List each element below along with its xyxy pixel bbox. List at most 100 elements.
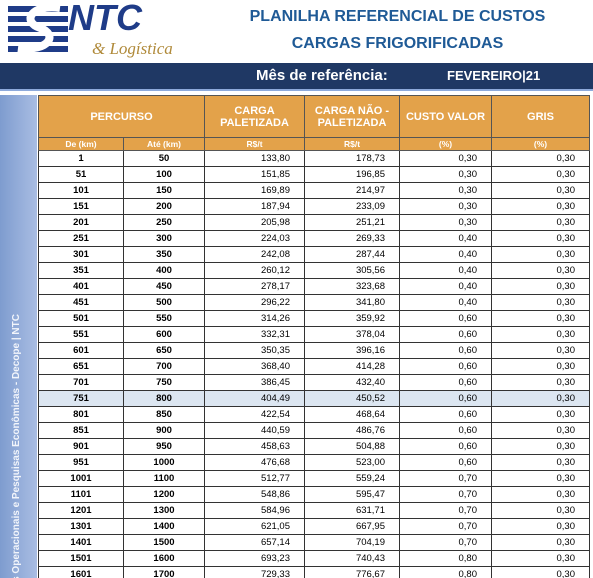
cell: 1700 — [123, 566, 205, 578]
cell: 0,80 — [399, 566, 492, 578]
cell: 314,26 — [204, 310, 305, 327]
cell: 378,04 — [304, 326, 400, 343]
cell: 1001 — [38, 470, 124, 487]
cell: 0,30 — [491, 486, 590, 503]
cell: 0,40 — [399, 294, 492, 311]
cell: 0,30 — [491, 326, 590, 343]
cell: 0,30 — [491, 534, 590, 551]
cell: 0,30 — [399, 182, 492, 199]
cell: 621,05 — [204, 518, 305, 535]
cell: 0,60 — [399, 310, 492, 327]
cell: 0,60 — [399, 454, 492, 471]
cell: 0,40 — [399, 246, 492, 263]
cell: 601 — [38, 342, 124, 359]
header: CARGA PALETIZADA — [204, 95, 305, 138]
cell: 0,30 — [491, 390, 590, 407]
cell: 0,60 — [399, 422, 492, 439]
cell: 548,86 — [204, 486, 305, 503]
cell: 440,59 — [204, 422, 305, 439]
cell: 0,30 — [491, 470, 590, 487]
cell: 0,30 — [491, 502, 590, 519]
cell: 504,88 — [304, 438, 400, 455]
cell: 368,40 — [204, 358, 305, 375]
cell: 0,60 — [399, 406, 492, 423]
cell: 0,30 — [491, 358, 590, 375]
cell: 301 — [38, 246, 124, 263]
cell: 1 — [38, 150, 124, 167]
row: 551 600 332,31 378,04 0,60 0,30 — [38, 326, 590, 343]
reference-bar: Mês de referência: FEVEREIRO|21 — [0, 63, 593, 91]
cell: 0,30 — [491, 374, 590, 391]
cell: 0,30 — [491, 438, 590, 455]
cell: 0,70 — [399, 534, 492, 551]
header: CARGA NÃO - PALETIZADA — [304, 95, 400, 138]
cell: 151 — [38, 198, 124, 215]
cell: 631,71 — [304, 502, 400, 519]
cell: 1101 — [38, 486, 124, 503]
cell: 0,30 — [491, 198, 590, 215]
row: 351 400 260,12 305,56 0,40 0,30 — [38, 262, 590, 279]
row: 251 300 224,03 269,33 0,40 0,30 — [38, 230, 590, 247]
cell: 0,40 — [399, 262, 492, 279]
reference-label: Mês de referência: — [256, 67, 388, 84]
cell: 0,30 — [399, 214, 492, 231]
cell: 296,22 — [204, 294, 305, 311]
cell: 693,23 — [204, 550, 305, 567]
header: GRIS — [491, 95, 590, 138]
row: 401 450 278,17 323,68 0,40 0,30 — [38, 278, 590, 295]
side-strip: s Operacionais e Pesquisas Econômicas - … — [0, 95, 37, 578]
cell: 414,28 — [304, 358, 400, 375]
cell: 729,33 — [204, 566, 305, 578]
cell: 0,70 — [399, 486, 492, 503]
cell: 350,35 — [204, 342, 305, 359]
cell: 650 — [123, 342, 205, 359]
row: 451 500 296,22 341,80 0,40 0,30 — [38, 294, 590, 311]
row: 1001 1100 512,77 559,24 0,70 0,30 — [38, 470, 590, 487]
cell: 400 — [123, 262, 205, 279]
row: 1101 1200 548,86 595,47 0,70 0,30 — [38, 486, 590, 503]
row: 1401 1500 657,14 704,19 0,70 0,30 — [38, 534, 590, 551]
cell: 1401 — [38, 534, 124, 551]
cell: 341,80 — [304, 294, 400, 311]
cell: 0,40 — [399, 230, 492, 247]
cell: 500 — [123, 294, 205, 311]
cell: 0,70 — [399, 502, 492, 519]
row: 51 100 151,85 196,85 0,30 0,30 — [38, 166, 590, 183]
row: 951 1000 476,68 523,00 0,60 0,30 — [38, 454, 590, 471]
cell: 501 — [38, 310, 124, 327]
row: 501 550 314,26 359,92 0,60 0,30 — [38, 310, 590, 327]
cell: 700 — [123, 358, 205, 375]
cell: 432,40 — [304, 374, 400, 391]
cell: 422,54 — [204, 406, 305, 423]
cell: 801 — [38, 406, 124, 423]
cell: 667,95 — [304, 518, 400, 535]
cell: 224,03 — [204, 230, 305, 247]
cell: 214,97 — [304, 182, 400, 199]
cell: 242,08 — [204, 246, 305, 263]
cell: 0,30 — [399, 198, 492, 215]
cell: 251,21 — [304, 214, 400, 231]
subheader: (%) — [399, 137, 492, 151]
subheader: R$/t — [204, 137, 305, 151]
cell: 260,12 — [204, 262, 305, 279]
cell: 151,85 — [204, 166, 305, 183]
row: 151 200 187,94 233,09 0,30 0,30 — [38, 198, 590, 215]
cell: 350 — [123, 246, 205, 263]
cell: 900 — [123, 422, 205, 439]
cell: 0,80 — [399, 550, 492, 567]
row: 101 150 169,89 214,97 0,30 0,30 — [38, 182, 590, 199]
cell: 0,60 — [399, 390, 492, 407]
cell: 396,16 — [304, 342, 400, 359]
cell: 657,14 — [204, 534, 305, 551]
cell: 751 — [38, 390, 124, 407]
logo-tagline: & Logística — [92, 39, 173, 58]
cell: 0,30 — [491, 342, 590, 359]
logo: NTC & Logística — [8, 0, 173, 58]
cell: 800 — [123, 390, 205, 407]
cell: 305,56 — [304, 262, 400, 279]
row: 301 350 242,08 287,44 0,40 0,30 — [38, 246, 590, 263]
cell: 701 — [38, 374, 124, 391]
cell: 100 — [123, 166, 205, 183]
cell: 0,60 — [399, 326, 492, 343]
